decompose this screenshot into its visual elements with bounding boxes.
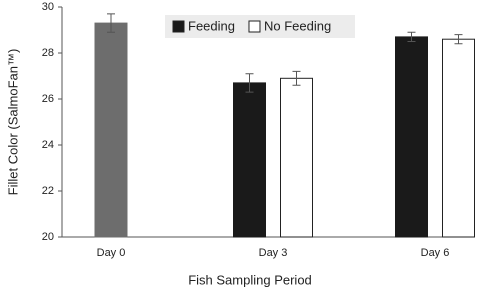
y-tick-label: 22: [42, 185, 54, 197]
y-tick-label: 28: [42, 47, 54, 59]
error-bar: [245, 73, 254, 93]
y-tick-label: 30: [42, 1, 54, 13]
legend-swatch: [248, 20, 261, 33]
y-tick-label: 20: [42, 231, 54, 243]
error-bar: [292, 70, 301, 86]
y-tick-label: 26: [42, 93, 54, 105]
x-tick-label: Day 0: [97, 247, 126, 259]
bar: [94, 22, 128, 238]
error-bar: [407, 31, 416, 42]
legend-swatch: [172, 20, 185, 33]
error-bar: [454, 34, 463, 45]
legend-label: No Feeding: [264, 18, 331, 33]
bar: [280, 77, 313, 238]
y-axis-title: Fillet Color (SalmoFan™): [5, 49, 20, 196]
error-bar: [107, 13, 115, 33]
y-tick-label: 24: [42, 139, 54, 151]
x-tick-label: Day 6: [421, 247, 450, 259]
x-tick-label: Day 3: [259, 247, 288, 259]
legend-label: Feeding: [188, 18, 235, 33]
x-axis-title: Fish Sampling Period: [188, 272, 312, 287]
bar: [233, 82, 266, 238]
bar: [395, 36, 428, 238]
bar: [442, 38, 475, 238]
